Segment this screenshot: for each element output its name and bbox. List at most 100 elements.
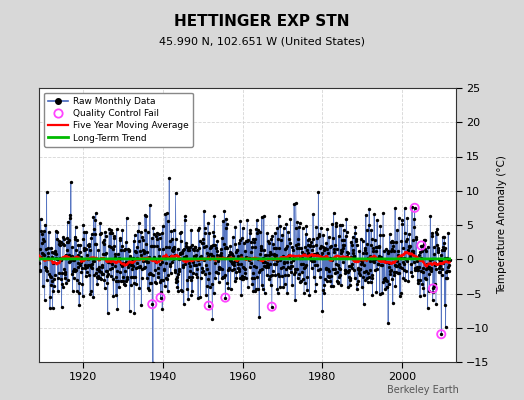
Point [417, 254, 425, 261]
Point [241, 266, 249, 272]
Point [430, 251, 439, 258]
Point [145, 286, 154, 293]
Point [341, 267, 349, 273]
Point [219, 218, 227, 224]
Point [246, 226, 255, 233]
Point [263, 230, 271, 236]
Point [440, 240, 448, 246]
Point [111, 251, 119, 258]
Point [60, 269, 69, 275]
Point [69, 275, 78, 281]
Point [414, 252, 423, 259]
Point [229, 234, 237, 240]
Point [361, 244, 369, 251]
Point [187, 277, 195, 284]
Point [198, 240, 206, 246]
Point [106, 230, 114, 237]
Point [263, 260, 271, 266]
Point [49, 260, 57, 266]
Point [195, 261, 204, 267]
Point [314, 189, 323, 196]
Point [430, 283, 438, 289]
Point [67, 271, 75, 278]
Point [269, 244, 278, 251]
Point [200, 208, 208, 214]
Point [126, 252, 134, 259]
Point [104, 310, 112, 316]
Point [311, 288, 320, 294]
Point [126, 262, 135, 268]
Point [356, 236, 365, 242]
Point [348, 234, 357, 240]
Point [54, 240, 63, 247]
Point [97, 276, 105, 282]
Point [147, 279, 156, 286]
Point [379, 279, 388, 286]
Point [78, 268, 86, 275]
Point [220, 274, 228, 280]
Point [43, 277, 51, 284]
Point [186, 244, 194, 250]
Point [146, 202, 154, 208]
Point [266, 282, 275, 288]
Point [77, 254, 85, 260]
Point [301, 279, 309, 286]
Point [248, 274, 256, 281]
Point [250, 244, 259, 250]
Point [94, 247, 103, 253]
Point [427, 266, 435, 272]
Point [139, 258, 147, 264]
Point [66, 258, 74, 265]
Point [149, 360, 157, 366]
Point [114, 256, 123, 262]
Point [140, 248, 148, 255]
Point [87, 263, 95, 270]
Point [70, 257, 79, 263]
Point [52, 251, 60, 257]
Point [88, 264, 96, 271]
Point [301, 244, 309, 250]
Point [247, 249, 255, 255]
Point [216, 252, 225, 258]
Point [121, 282, 129, 288]
Point [425, 271, 433, 277]
Point [211, 260, 219, 267]
Point [162, 210, 171, 216]
Point [231, 224, 239, 230]
Point [61, 275, 69, 281]
Point [383, 278, 391, 284]
Point [38, 240, 46, 247]
Point [127, 274, 136, 280]
Point [333, 269, 341, 275]
Point [222, 244, 231, 250]
Point [281, 246, 289, 252]
Point [208, 281, 216, 288]
Point [274, 286, 282, 292]
Point [211, 242, 220, 248]
Point [205, 230, 214, 237]
Point [236, 252, 245, 258]
Point [163, 254, 171, 260]
Point [343, 248, 351, 255]
Point [117, 242, 126, 249]
Point [429, 285, 437, 292]
Point [287, 258, 296, 265]
Point [203, 253, 212, 259]
Point [403, 236, 411, 242]
Point [137, 274, 146, 281]
Point [365, 267, 374, 273]
Point [292, 265, 301, 272]
Point [104, 258, 113, 265]
Point [269, 241, 277, 247]
Point [129, 237, 138, 244]
Point [297, 261, 305, 268]
Point [317, 224, 325, 231]
Point [439, 244, 447, 250]
Point [72, 246, 80, 253]
Point [293, 275, 302, 282]
Point [300, 251, 308, 258]
Point [418, 242, 426, 249]
Point [209, 253, 217, 259]
Point [428, 256, 436, 262]
Point [368, 271, 376, 278]
